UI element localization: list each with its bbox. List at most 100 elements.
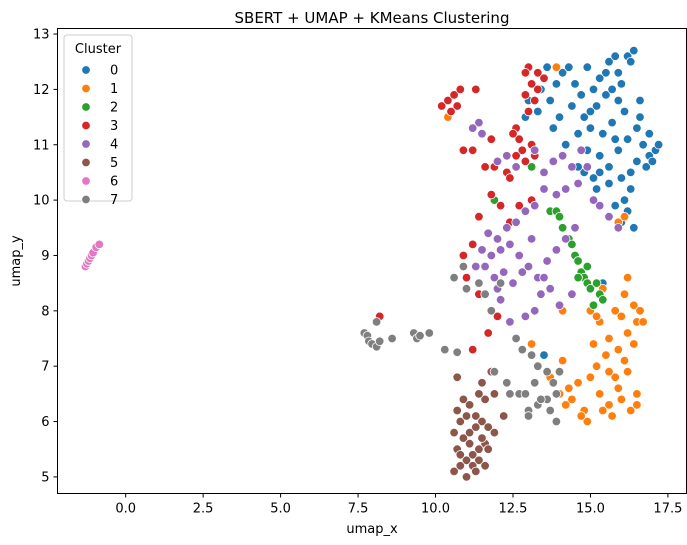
point-cluster-0-26 [561, 139, 571, 150]
point-cluster-7-16 [461, 284, 472, 294]
point-cluster-4-10 [567, 162, 577, 172]
point-cluster-4-32 [480, 261, 490, 272]
point-cluster-2-19 [588, 300, 599, 311]
point-cluster-5-0 [452, 405, 462, 416]
point-cluster-4-8 [548, 156, 559, 167]
point-cluster-1-33 [573, 378, 583, 388]
legend-marker-5 [81, 157, 91, 168]
point-cluster-7-21 [511, 333, 521, 344]
point-cluster-4-40 [536, 289, 546, 299]
point-cluster-4-4 [502, 151, 512, 161]
legend-marker-6 [81, 176, 91, 186]
point-cluster-4-47 [539, 272, 549, 283]
point-cluster-0-17 [579, 112, 589, 122]
legend-marker-4 [81, 139, 91, 149]
point-cluster-7-27 [554, 367, 565, 377]
point-cluster-7-24 [533, 361, 543, 371]
y-tick-label: 11 [33, 138, 50, 153]
y-axis: 5 6 7 8 9 10 11 12 13 [33, 28, 58, 485]
point-cluster-0-1 [557, 68, 568, 78]
point-cluster-0-47 [635, 112, 645, 122]
point-cluster-4-23 [477, 245, 487, 255]
point-cluster-3-21 [511, 151, 521, 161]
point-cluster-5-6 [489, 427, 500, 438]
point-cluster-3-3 [455, 84, 466, 95]
point-cluster-0-24 [585, 123, 596, 133]
point-cluster-0-37 [632, 156, 642, 167]
legend-marker-3 [81, 120, 91, 131]
point-cluster-5-8 [474, 444, 484, 454]
point-cluster-0-69 [607, 84, 617, 95]
point-cluster-0-23 [598, 128, 608, 139]
point-cluster-5-21 [449, 427, 459, 438]
point-cluster-3-12 [523, 106, 534, 117]
legend-frame [63, 34, 133, 202]
chart-title: SBERT + UMAP + KMeans Clustering [235, 9, 510, 27]
point-cluster-4-34 [523, 261, 534, 272]
point-cluster-4-41 [545, 284, 555, 294]
point-cluster-3-35 [468, 239, 478, 250]
point-cluster-4-28 [517, 267, 528, 277]
y-tick-label: 13 [33, 28, 50, 43]
points-layer [80, 45, 664, 482]
x-tick-label: 15.0 [576, 502, 605, 517]
point-cluster-5-4 [477, 416, 487, 427]
x-tick-label: 17.5 [653, 502, 682, 517]
point-cluster-4-48 [595, 200, 605, 211]
point-cluster-5-32 [480, 461, 490, 471]
point-cluster-0-56 [551, 79, 562, 89]
point-cluster-0-10 [610, 51, 620, 61]
point-cluster-0-46 [610, 134, 620, 144]
point-cluster-0-52 [610, 200, 620, 211]
legend-label-3: 3 [110, 119, 118, 134]
point-cluster-4-49 [604, 211, 614, 222]
point-cluster-0-62 [644, 128, 655, 139]
point-cluster-5-24 [480, 394, 490, 405]
point-cluster-4-22 [483, 228, 493, 239]
legend-label-4: 4 [110, 138, 118, 153]
point-cluster-7-41 [520, 389, 531, 399]
point-cluster-0-29 [604, 162, 614, 172]
point-cluster-4-9 [557, 151, 568, 161]
point-cluster-5-15 [464, 427, 475, 438]
point-cluster-5-18 [483, 444, 493, 454]
point-cluster-3-22 [486, 134, 497, 144]
point-cluster-4-29 [508, 278, 518, 288]
point-cluster-3-17 [520, 156, 531, 167]
point-cluster-4-1 [477, 128, 487, 139]
point-cluster-0-16 [533, 106, 543, 117]
point-cluster-0-32 [632, 123, 642, 133]
point-cluster-0-5 [604, 57, 614, 67]
point-cluster-1-8 [604, 333, 614, 344]
point-cluster-1-14 [610, 306, 620, 316]
point-cluster-4-11 [576, 145, 586, 156]
point-cluster-4-42 [554, 300, 565, 311]
point-cluster-5-31 [471, 466, 481, 477]
point-cluster-4-5 [511, 162, 521, 172]
legend-marker-1 [81, 83, 91, 94]
point-cluster-5-2 [464, 400, 475, 410]
point-cluster-0-6 [613, 68, 624, 78]
point-cluster-3-0 [437, 101, 447, 111]
point-cluster-0-60 [616, 79, 627, 89]
point-cluster-1-18 [595, 389, 605, 399]
point-cluster-0-25 [573, 128, 583, 139]
point-cluster-6-7 [94, 239, 105, 250]
point-cluster-3-30 [495, 200, 506, 211]
y-axis-label: umap_y [9, 235, 24, 287]
point-cluster-4-21 [492, 234, 503, 244]
point-cluster-5-11 [455, 461, 466, 471]
legend-items: 0 1 2 3 4 5 6 7 [81, 64, 118, 208]
point-cluster-7-38 [502, 378, 512, 388]
point-cluster-1-37 [582, 416, 593, 427]
point-cluster-2-17 [582, 261, 593, 272]
point-cluster-1-17 [585, 372, 596, 383]
point-cluster-5-28 [477, 378, 487, 388]
point-cluster-7-13 [452, 347, 462, 358]
point-cluster-4-53 [526, 234, 537, 244]
point-cluster-4-12 [582, 162, 593, 172]
point-cluster-1-22 [616, 394, 627, 405]
point-cluster-4-19 [511, 217, 521, 228]
point-cluster-4-24 [486, 250, 497, 261]
